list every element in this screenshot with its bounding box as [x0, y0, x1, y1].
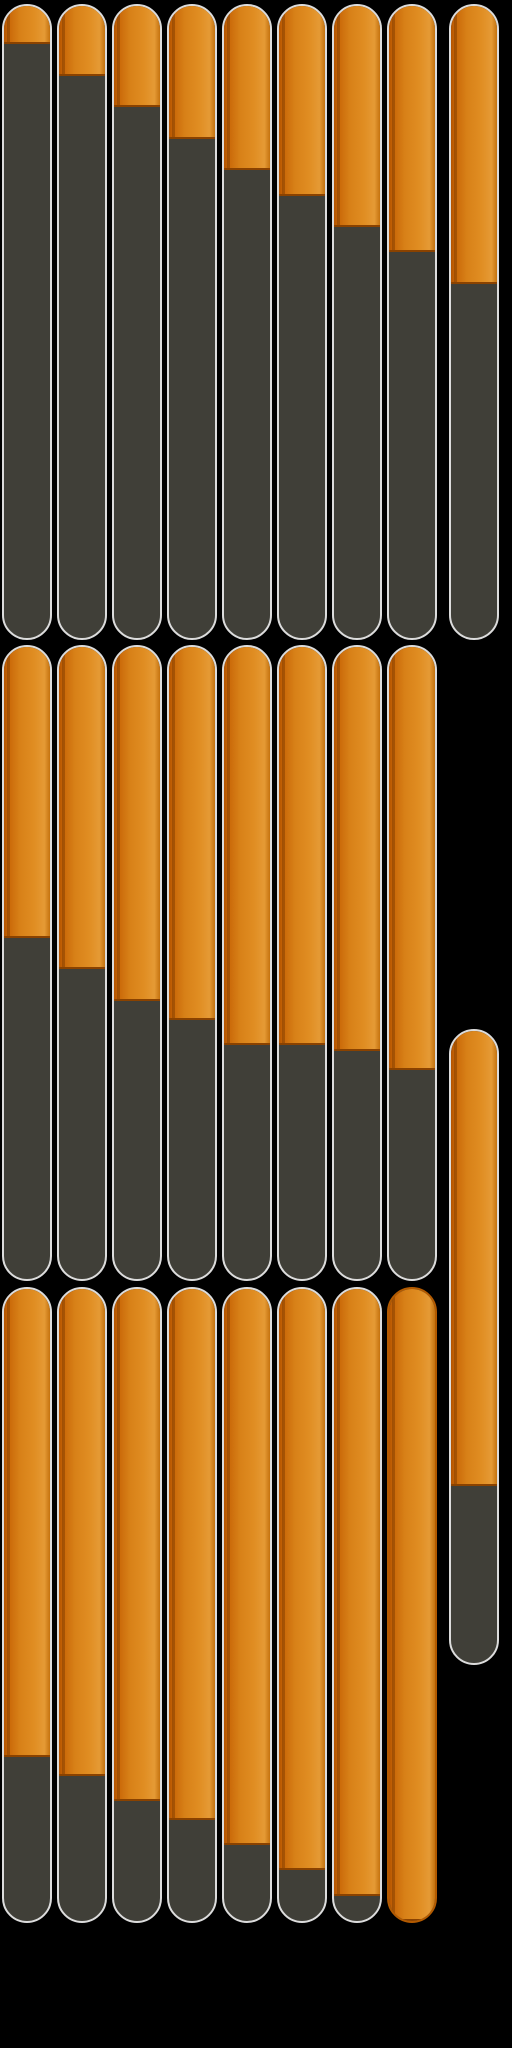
meter-bar-r2-c8 [387, 645, 437, 1281]
meter-fill [4, 647, 50, 938]
meter-bar-r1-c5 [222, 4, 272, 640]
meter-bar-side-1 [449, 4, 499, 640]
meter-fill [334, 6, 380, 228]
meter-bar-r2-c4 [167, 645, 217, 1281]
meter-fill [279, 6, 325, 196]
meter-bar-r1-c6 [277, 4, 327, 640]
meter-fill [114, 647, 160, 1001]
meter-bar-side-2 [449, 1029, 499, 1665]
meter-fill [389, 6, 435, 253]
meter-bar-r2-c1 [2, 645, 52, 1281]
meter-bar-r1-c3 [112, 4, 162, 640]
meter-bar-r3-c7 [332, 1287, 382, 1923]
meter-bar-r2-c3 [112, 645, 162, 1281]
meter-bar-r2-c5 [222, 645, 272, 1281]
meter-bar-r3-c6 [277, 1287, 327, 1923]
meter-fill [59, 647, 105, 970]
meter-fill [279, 647, 325, 1046]
meter-fill [59, 1289, 105, 1776]
meter-fill [389, 647, 435, 1071]
meter-bar-r3-c8 [387, 1287, 437, 1923]
meter-bar-r2-c2 [57, 645, 107, 1281]
meter-bar-r2-c6 [277, 645, 327, 1281]
meter-fill [59, 6, 105, 76]
meter-fill [389, 1289, 435, 1921]
meter-bar-r1-c7 [332, 4, 382, 640]
meter-fill [4, 6, 50, 44]
meter-fill [451, 6, 497, 285]
meter-fill [451, 1031, 497, 1487]
meter-fill [224, 647, 270, 1046]
meter-fill [279, 1289, 325, 1871]
meter-bar-r1-c1 [2, 4, 52, 640]
meter-fill [334, 1289, 380, 1896]
meter-fill [169, 1289, 215, 1820]
meter-bar-r2-c7 [332, 645, 382, 1281]
meter-bar-r3-c4 [167, 1287, 217, 1923]
meter-fill [334, 647, 380, 1052]
meter-fill [169, 647, 215, 1020]
meter-bar-r1-c4 [167, 4, 217, 640]
meter-bar-r3-c3 [112, 1287, 162, 1923]
meter-fill [114, 1289, 160, 1801]
meter-fill [169, 6, 215, 139]
meter-fill [4, 1289, 50, 1757]
meter-bar-r1-c8 [387, 4, 437, 640]
meter-bar-r3-c5 [222, 1287, 272, 1923]
meter-fill [224, 6, 270, 171]
meter-bar-r1-c2 [57, 4, 107, 640]
meter-bar-r3-c2 [57, 1287, 107, 1923]
meter-bar-r3-c1 [2, 1287, 52, 1923]
meter-fill [224, 1289, 270, 1846]
meter-fill [114, 6, 160, 108]
